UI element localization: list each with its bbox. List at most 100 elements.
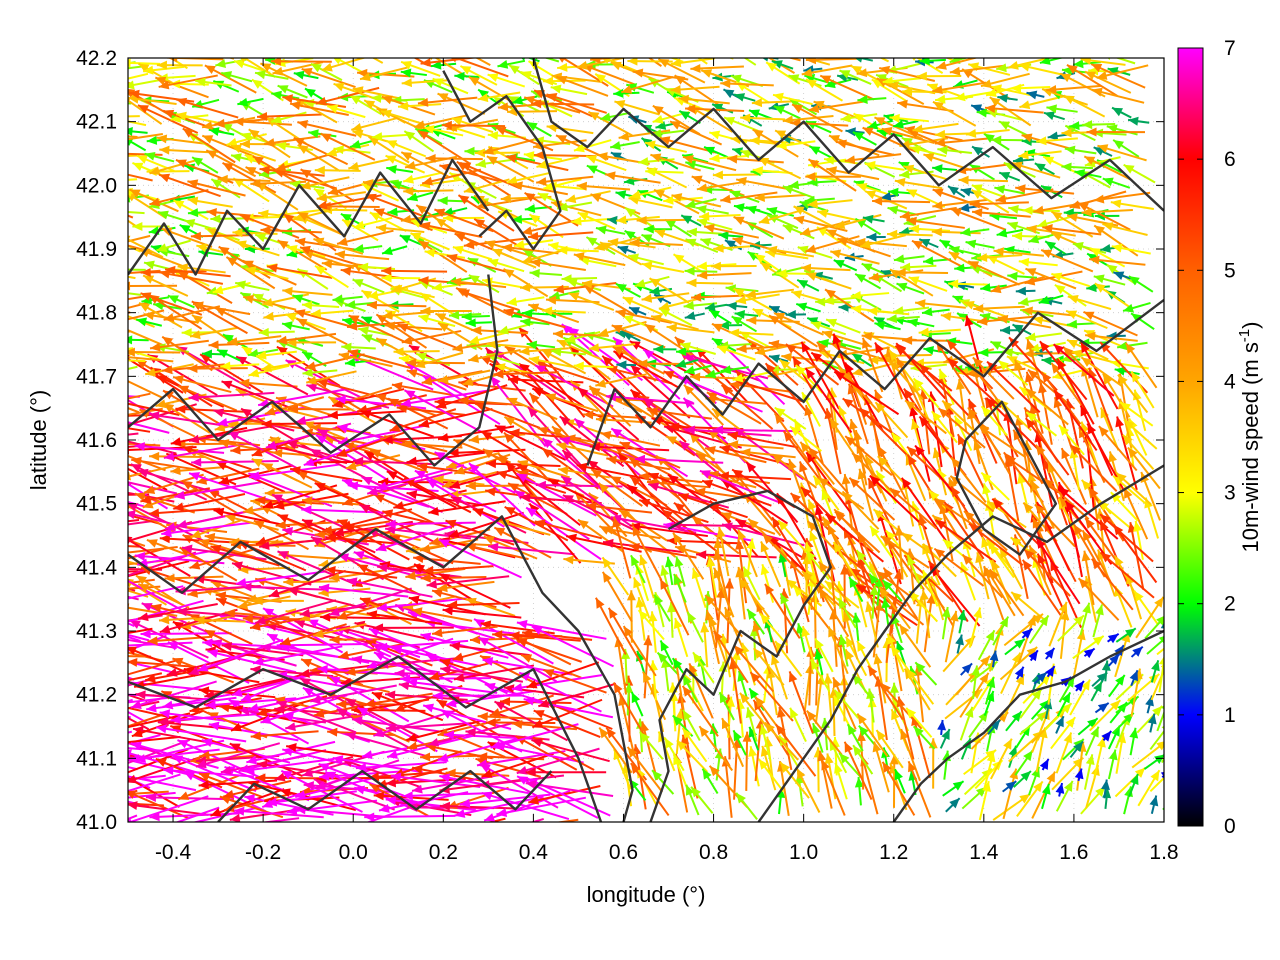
wind-vector — [156, 724, 247, 743]
wind-vector-head — [110, 136, 121, 145]
wind-vector-head — [112, 672, 123, 681]
wind-vector-head — [128, 335, 133, 345]
wind-vector-head — [163, 766, 174, 776]
wind-vector-shaft — [134, 492, 196, 514]
wind-vector-shaft — [128, 330, 131, 333]
wind-vector — [177, 385, 238, 412]
wind-vector-head — [210, 580, 222, 590]
wind-vector-head — [112, 86, 123, 94]
wind-vector-shaft — [286, 799, 378, 814]
wind-vector-head — [453, 673, 465, 683]
wind-vector-shaft — [476, 750, 566, 767]
wind-vector-head — [452, 652, 464, 662]
wind-vector — [92, 472, 178, 495]
wind-vector-head — [159, 709, 171, 719]
wind-vector — [348, 58, 349, 59]
wind-vector-head — [70, 674, 81, 683]
wind-vector — [317, 664, 409, 677]
wind-vector-head — [295, 790, 307, 800]
wind-vector — [390, 772, 481, 789]
wind-vector-head — [172, 755, 184, 764]
wind-vector — [202, 638, 294, 649]
wind-vector-head — [412, 49, 422, 58]
wind-vector-shaft — [128, 413, 152, 417]
wind-vector-head — [98, 732, 109, 740]
wind-vector-shaft — [208, 723, 299, 742]
wind-vector-head — [390, 772, 402, 782]
wind-vector — [128, 790, 189, 820]
wind-vector-head — [167, 642, 179, 651]
wind-vector-head — [246, 755, 258, 765]
wind-vector-shaft — [128, 407, 140, 414]
wind-vector-head — [166, 668, 178, 677]
wind-vector-shaft — [140, 632, 232, 636]
wind-vector — [146, 696, 237, 713]
wind-vector — [266, 633, 350, 676]
wind-vector-head — [66, 465, 77, 474]
wind-vector-head — [274, 772, 286, 782]
wind-vector-head — [336, 699, 347, 709]
wind-vector-head — [90, 651, 101, 660]
wind-vector-shaft — [521, 631, 593, 641]
wind-vector-shaft — [310, 684, 397, 703]
wind-vector-head — [92, 472, 103, 481]
wind-vector-shaft — [393, 750, 462, 778]
wind-vector — [128, 789, 138, 795]
wind-vector — [159, 534, 234, 544]
wind-vector-shaft — [406, 680, 498, 694]
wind-vector-head — [129, 620, 141, 629]
wind-vector-head — [151, 46, 162, 55]
wind-vector-head — [155, 399, 167, 409]
wind-vector-head — [167, 822, 178, 831]
wind-vector-head — [140, 495, 152, 504]
wind-vector — [477, 636, 558, 683]
wind-vector-shaft — [131, 458, 195, 471]
wind-vector-head — [522, 629, 533, 639]
wind-vector-head — [440, 665, 451, 675]
wind-vector-head — [189, 560, 201, 570]
wind-vector-shaft — [516, 621, 607, 640]
wind-vector-head — [673, 40, 684, 49]
wind-vector-head — [156, 375, 168, 384]
wind-vector — [146, 539, 203, 562]
wind-vector-head — [146, 703, 157, 713]
wind-vector — [249, 49, 279, 58]
wind-vector-shaft — [128, 735, 181, 744]
wind-vector-head — [163, 451, 175, 461]
wind-vector — [259, 817, 300, 822]
wind-vector-head — [282, 747, 294, 757]
wind-vector — [145, 793, 235, 802]
wind-vector-head — [494, 701, 506, 711]
wind-vector-shaft — [146, 696, 237, 711]
wind-vector-head — [98, 585, 108, 594]
wind-vector-shaft — [128, 81, 130, 85]
wind-vector-head — [149, 812, 160, 822]
wind-vector — [162, 402, 211, 434]
wind-vector-head — [318, 763, 330, 772]
wind-vector-head — [445, 768, 456, 778]
wind-vector-shaft — [520, 654, 582, 679]
wind-vector-head — [77, 413, 87, 422]
wind-vector-head — [366, 660, 378, 669]
wind-vector-shaft — [252, 645, 343, 665]
wind-vector — [128, 712, 191, 729]
wind-vector-shaft — [348, 58, 349, 59]
wind-vector-shaft — [128, 421, 170, 434]
wind-vector-shaft — [196, 467, 260, 484]
wind-vector-shaft — [128, 773, 181, 793]
wind-vector-head — [54, 577, 65, 586]
wind-vector-head — [531, 626, 543, 635]
wind-vector-shaft — [128, 595, 139, 601]
wind-vector-head — [260, 643, 272, 652]
wind-vector-shaft — [174, 480, 263, 498]
wind-vector-head — [474, 619, 486, 628]
wind-vector — [128, 700, 160, 710]
wind-vector-shaft — [128, 693, 148, 703]
wind-vector-head — [155, 758, 167, 767]
wind-vector-head — [181, 480, 193, 490]
wind-vector-shaft — [223, 779, 292, 798]
wind-vector — [161, 521, 252, 538]
wind-vector-head — [385, 796, 397, 805]
wind-vector-shaft — [317, 667, 409, 677]
wind-vector-shaft — [207, 650, 297, 674]
